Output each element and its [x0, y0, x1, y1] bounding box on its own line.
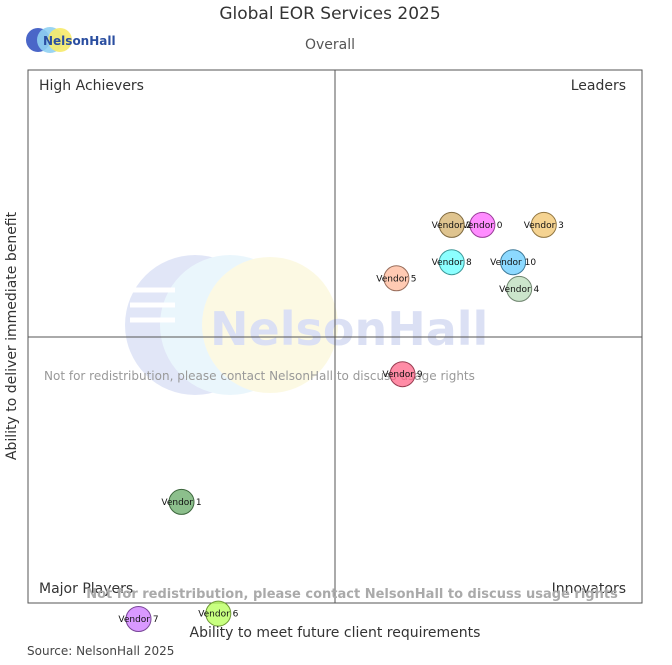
logo-text: NelsonHall — [43, 34, 116, 48]
data-label-vendor-0: Vendor 0 — [462, 221, 502, 231]
data-label-vendor-7: Vendor 7 — [118, 615, 158, 625]
watermark-graphic: NelsonHall — [125, 255, 488, 395]
data-label-vendor-9: Vendor 9 — [382, 370, 422, 380]
chart-title: Global EOR Services 2025 — [219, 4, 440, 24]
data-point-vendor-4[interactable] — [506, 275, 533, 302]
quadrant-label-high-achievers: High Achievers — [39, 78, 144, 94]
nelsonhall-logo: NelsonHall — [26, 27, 116, 53]
data-point-vendor-9[interactable] — [389, 361, 416, 388]
data-label-vendor-1: Vendor 1 — [161, 498, 201, 508]
quadrant-label-leaders: Leaders — [571, 78, 626, 94]
data-point-vendor-0[interactable] — [469, 211, 496, 238]
data-point-vendor-5[interactable] — [383, 265, 410, 292]
quadrant-label-innovators: Innovators — [552, 581, 626, 597]
y-axis-label: Ability to deliver immediate benefit — [4, 211, 20, 460]
data-label-vendor-10: Vendor 10 — [490, 258, 536, 268]
data-label-vendor-4: Vendor 4 — [499, 285, 539, 295]
redistribution-notice: Not for redistribution, please contact N… — [44, 369, 475, 383]
data-label-vendor-2: Vendor 2 — [432, 221, 472, 231]
data-point-vendor-10[interactable] — [500, 249, 527, 276]
data-label-vendor-3: Vendor 3 — [524, 221, 564, 231]
data-point-vendor-8[interactable] — [438, 249, 465, 276]
data-point-vendor-7[interactable] — [125, 606, 152, 632]
chart-subtitle: Overall — [305, 37, 355, 53]
data-point-vendor-3[interactable] — [530, 211, 557, 238]
data-label-vendor-6: Vendor 6 — [198, 610, 238, 620]
data-label-vendor-5: Vendor 5 — [376, 274, 416, 284]
quadrant-label-major-players: Major Players — [39, 581, 133, 597]
data-label-vendor-8: Vendor 8 — [432, 258, 472, 268]
source-note: Source: NelsonHall 2025 — [27, 644, 174, 658]
data-point-vendor-6[interactable] — [205, 600, 232, 627]
x-axis-label: Ability to meet future client requiremen… — [190, 625, 481, 641]
watermark-brand: NelsonHall — [210, 302, 488, 356]
data-point-vendor-2[interactable] — [438, 211, 465, 238]
data-point-vendor-1[interactable] — [168, 488, 195, 515]
redistribution-notice-bottom: Not for redistribution, please contact N… — [86, 587, 618, 602]
